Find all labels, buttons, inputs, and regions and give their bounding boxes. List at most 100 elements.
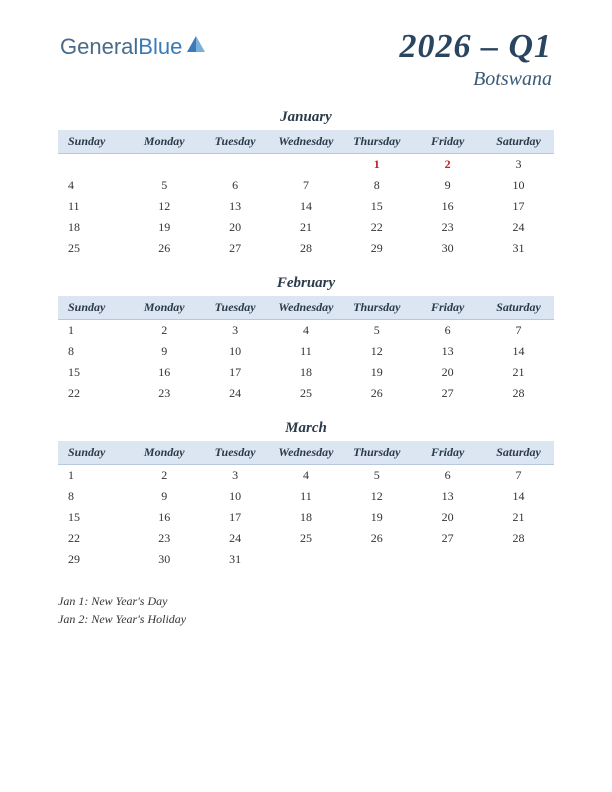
day-header: Sunday — [58, 130, 129, 154]
calendar-cell: 18 — [271, 507, 342, 528]
holidays-list: Jan 1: New Year's DayJan 2: New Year's H… — [0, 586, 612, 634]
logo-text-2: Blue — [138, 34, 182, 60]
day-header: Wednesday — [271, 296, 342, 320]
calendar-cell: 22 — [58, 383, 129, 404]
calendar-cell: 4 — [271, 465, 342, 487]
day-header: Monday — [129, 130, 200, 154]
calendar-row: 15161718192021 — [58, 362, 554, 383]
day-header: Saturday — [483, 296, 554, 320]
title-block: 2026 – Q1 Botswana — [399, 28, 552, 91]
calendar-cell: 7 — [483, 465, 554, 487]
calendar-cell: 8 — [58, 486, 129, 507]
calendar-cell — [129, 154, 200, 176]
calendar-cell: 9 — [129, 341, 200, 362]
calendar-cell: 6 — [412, 465, 483, 487]
calendar-cell: 10 — [200, 341, 271, 362]
calendar-cell: 17 — [483, 196, 554, 217]
calendar-cell: 11 — [271, 341, 342, 362]
calendar-cell: 15 — [341, 196, 412, 217]
calendar-cell: 18 — [271, 362, 342, 383]
calendar-cell: 1 — [58, 320, 129, 342]
calendar-cell: 3 — [200, 320, 271, 342]
day-header: Wednesday — [271, 130, 342, 154]
calendars-container: JanuarySundayMondayTuesdayWednesdayThurs… — [0, 101, 612, 570]
day-header: Saturday — [483, 130, 554, 154]
day-header: Tuesday — [200, 441, 271, 465]
calendar-cell: 14 — [483, 341, 554, 362]
calendar-row: 25262728293031 — [58, 238, 554, 259]
calendar-cell: 28 — [271, 238, 342, 259]
month-block: FebruarySundayMondayTuesdayWednesdayThur… — [58, 275, 554, 404]
calendar-cell: 23 — [412, 217, 483, 238]
calendar-cell: 21 — [483, 507, 554, 528]
day-header: Monday — [129, 441, 200, 465]
calendar-cell — [200, 154, 271, 176]
calendar-cell: 3 — [483, 154, 554, 176]
calendar-cell: 7 — [271, 175, 342, 196]
calendar-cell: 8 — [341, 175, 412, 196]
calendar-row: 1234567 — [58, 320, 554, 342]
calendar-cell: 20 — [200, 217, 271, 238]
calendar-row: 11121314151617 — [58, 196, 554, 217]
day-header: Saturday — [483, 441, 554, 465]
day-header: Sunday — [58, 296, 129, 320]
calendar-cell: 5 — [341, 465, 412, 487]
calendar-cell — [483, 549, 554, 570]
calendar-cell: 17 — [200, 507, 271, 528]
calendar-cell: 26 — [129, 238, 200, 259]
calendar-cell: 15 — [58, 362, 129, 383]
calendar-cell: 13 — [200, 196, 271, 217]
calendar-cell: 2 — [129, 465, 200, 487]
calendar-cell: 12 — [341, 486, 412, 507]
month-name: March — [58, 420, 554, 437]
page-title: 2026 – Q1 — [399, 28, 552, 66]
calendar-cell: 4 — [271, 320, 342, 342]
header: GeneralBlue 2026 – Q1 Botswana — [0, 0, 612, 101]
calendar-cell: 4 — [58, 175, 129, 196]
calendar-cell — [271, 154, 342, 176]
calendar-cell: 11 — [271, 486, 342, 507]
calendar-cell: 21 — [271, 217, 342, 238]
page-subtitle: Botswana — [399, 68, 552, 91]
day-header: Friday — [412, 441, 483, 465]
calendar-cell: 24 — [483, 217, 554, 238]
calendar-cell: 30 — [129, 549, 200, 570]
day-header: Thursday — [341, 296, 412, 320]
calendar-cell: 29 — [341, 238, 412, 259]
day-header: Monday — [129, 296, 200, 320]
calendar-cell: 21 — [483, 362, 554, 383]
day-header: Tuesday — [200, 130, 271, 154]
holiday-entry: Jan 2: New Year's Holiday — [58, 610, 554, 628]
day-header: Sunday — [58, 441, 129, 465]
calendar-cell: 15 — [58, 507, 129, 528]
calendar-cell: 19 — [341, 507, 412, 528]
calendar-cell: 14 — [271, 196, 342, 217]
calendar-table: SundayMondayTuesdayWednesdayThursdayFrid… — [58, 296, 554, 404]
calendar-row: 18192021222324 — [58, 217, 554, 238]
calendar-cell: 5 — [129, 175, 200, 196]
day-header: Wednesday — [271, 441, 342, 465]
calendar-cell: 16 — [412, 196, 483, 217]
calendar-cell: 25 — [271, 383, 342, 404]
calendar-cell: 31 — [483, 238, 554, 259]
calendar-cell: 24 — [200, 528, 271, 549]
calendar-cell: 16 — [129, 362, 200, 383]
month-block: JanuarySundayMondayTuesdayWednesdayThurs… — [58, 109, 554, 259]
calendar-cell: 22 — [58, 528, 129, 549]
calendar-row: 891011121314 — [58, 341, 554, 362]
calendar-cell: 30 — [412, 238, 483, 259]
calendar-cell — [58, 154, 129, 176]
calendar-row: 22232425262728 — [58, 528, 554, 549]
calendar-cell: 17 — [200, 362, 271, 383]
calendar-cell: 1 — [58, 465, 129, 487]
holiday-entry: Jan 1: New Year's Day — [58, 592, 554, 610]
calendar-cell: 24 — [200, 383, 271, 404]
calendar-cell: 27 — [412, 528, 483, 549]
calendar-cell: 13 — [412, 486, 483, 507]
calendar-cell: 9 — [129, 486, 200, 507]
calendar-cell: 29 — [58, 549, 129, 570]
calendar-cell: 10 — [200, 486, 271, 507]
calendar-cell: 12 — [129, 196, 200, 217]
calendar-cell — [341, 549, 412, 570]
day-header: Friday — [412, 296, 483, 320]
